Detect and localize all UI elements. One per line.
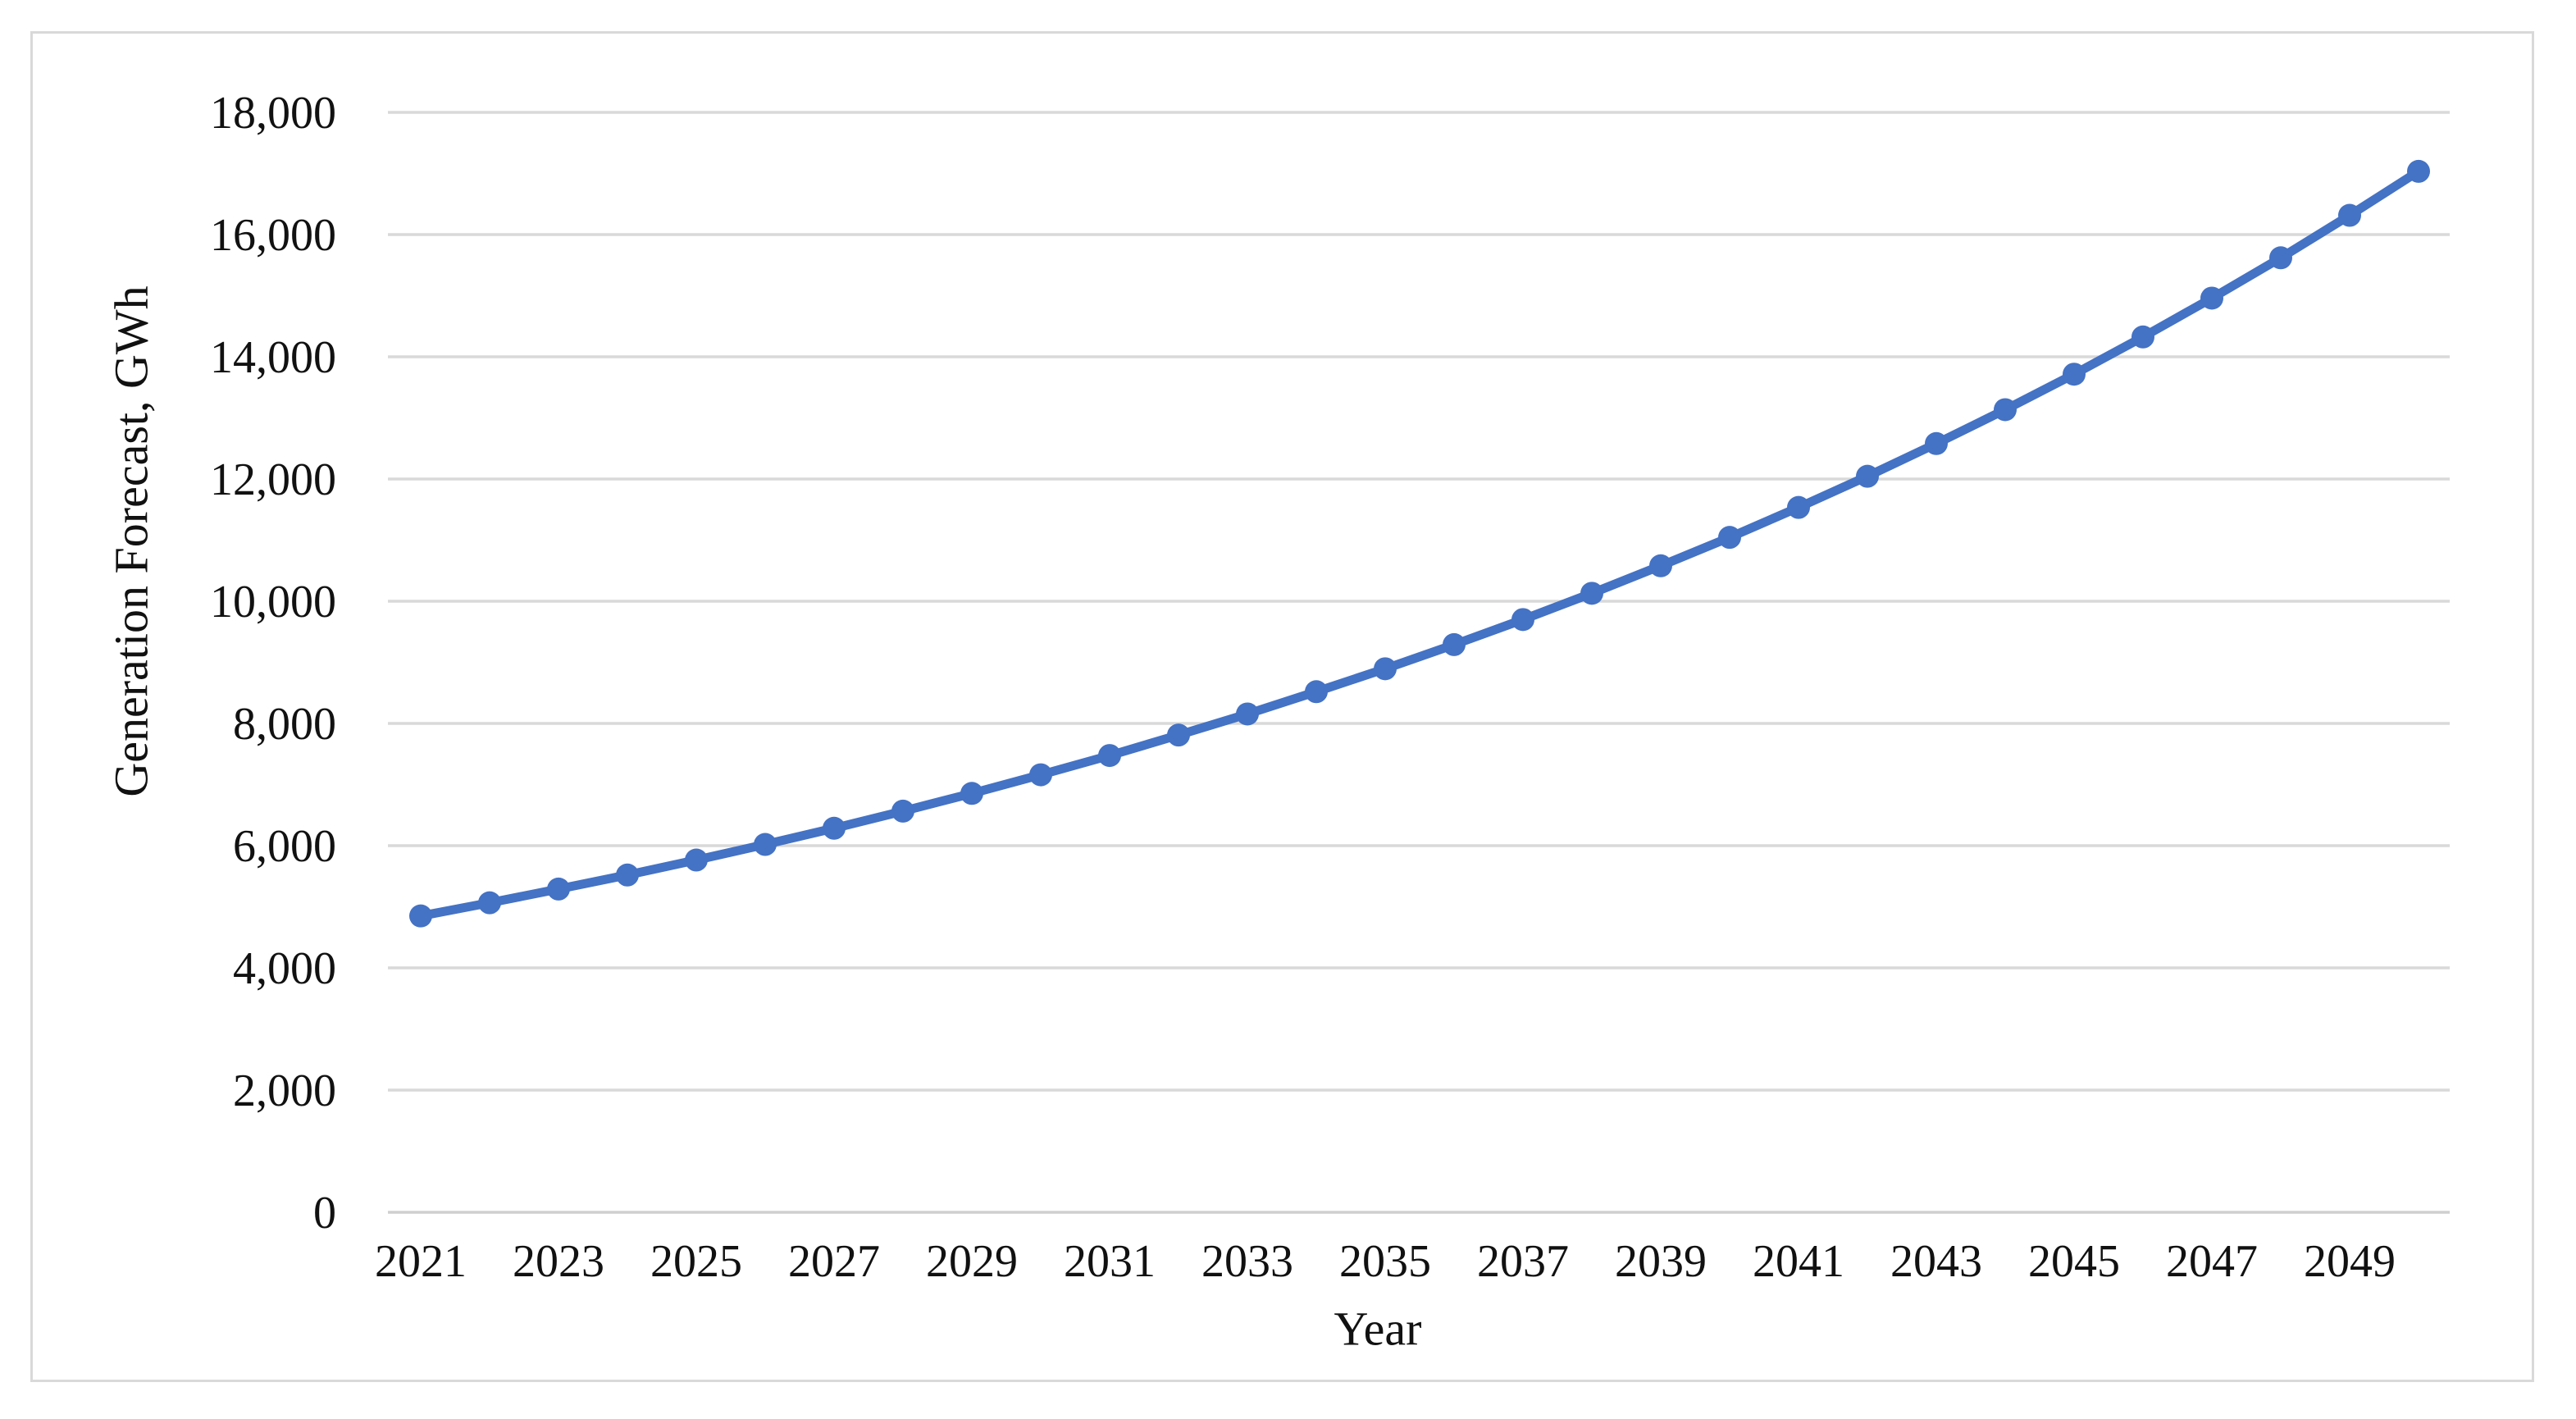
data-point-marker	[2269, 246, 2292, 270]
y-tick-label: 0	[313, 1188, 336, 1239]
data-point-marker	[1511, 608, 1534, 632]
data-point-marker	[1649, 554, 1672, 577]
data-point-marker	[616, 863, 639, 887]
data-point-marker	[409, 904, 432, 928]
y-axis-title: Generation Forecast, GWh	[104, 285, 158, 797]
data-point-marker	[2338, 203, 2361, 227]
x-tick-label: 2023	[513, 1236, 604, 1287]
data-point-marker	[1305, 680, 1328, 704]
data-point-marker	[2200, 286, 2223, 310]
data-point-marker	[823, 816, 846, 840]
data-point-marker	[1443, 632, 1466, 656]
data-point-marker	[1029, 763, 1052, 787]
x-tick-label: 2031	[1064, 1236, 1156, 1287]
x-tick-label: 2043	[1890, 1236, 1982, 1287]
data-point-marker	[754, 833, 777, 856]
y-tick-label: 12,000	[210, 454, 336, 505]
y-tick-label: 18,000	[210, 88, 336, 139]
data-point-marker	[1580, 582, 1603, 605]
y-tick-label: 4,000	[233, 943, 336, 994]
x-tick-label: 2041	[1753, 1236, 1844, 1287]
x-tick-label: 2025	[650, 1236, 742, 1287]
data-point-marker	[891, 799, 914, 823]
y-tick-label: 6,000	[233, 821, 336, 872]
x-tick-labels: 2021 2023 2025 2027 2029 2031 2033 2035 2037 2039…	[375, 1236, 2396, 1287]
data-point-marker	[2131, 325, 2154, 349]
x-tick-label: 2033	[1201, 1236, 1293, 1287]
x-tick-label: 2029	[926, 1236, 1018, 1287]
x-tick-label: 2039	[1615, 1236, 1707, 1287]
data-point-marker	[960, 782, 983, 805]
data-point-marker	[478, 891, 501, 915]
y-tick-label: 2,000	[233, 1065, 336, 1116]
data-point-marker	[1236, 702, 1259, 726]
data-point-marker	[1718, 526, 1741, 550]
x-axis-title: Year	[1334, 1302, 1422, 1356]
x-tick-label: 2021	[375, 1236, 467, 1287]
data-point-marker	[1787, 495, 1810, 519]
y-tick-label: 14,000	[210, 332, 336, 383]
x-tick-label: 2027	[788, 1236, 880, 1287]
forecast-line	[416, 167, 2423, 921]
gridlines	[388, 111, 2450, 1214]
data-point-marker	[685, 848, 708, 872]
data-point-marker	[1925, 431, 1948, 455]
data-point-marker	[2407, 159, 2430, 183]
forecast-series	[409, 159, 2430, 928]
data-point-marker	[1856, 464, 1879, 488]
data-point-marker	[1167, 723, 1190, 747]
y-tick-label: 8,000	[233, 699, 336, 750]
x-tick-label: 2047	[2166, 1236, 2258, 1287]
data-point-marker	[1994, 398, 2017, 422]
y-tick-label: 10,000	[210, 577, 336, 627]
data-point-marker	[2063, 363, 2086, 386]
data-point-marker	[547, 877, 570, 901]
x-tick-label: 2045	[2028, 1236, 2120, 1287]
x-tick-label: 2049	[2304, 1236, 2396, 1287]
y-tick-label: 16,000	[210, 210, 336, 261]
y-tick-labels: 0 2,000 4,000 6,000 8,000 10,000 12,000 14,000 1…	[210, 88, 336, 1239]
x-tick-label: 2037	[1477, 1236, 1569, 1287]
data-point-marker	[1098, 744, 1121, 768]
x-tick-label: 2035	[1339, 1236, 1431, 1287]
data-point-marker	[1374, 657, 1397, 681]
